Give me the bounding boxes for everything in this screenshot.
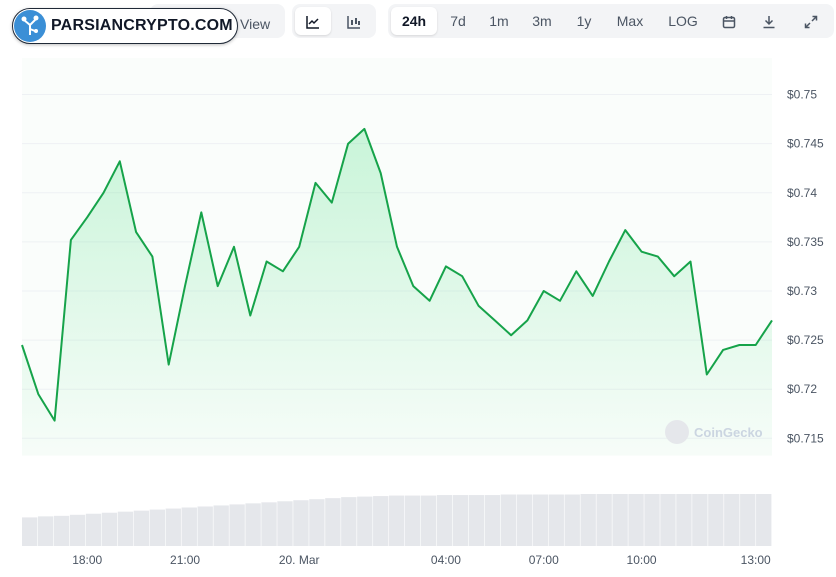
volume-bar: [69, 514, 86, 546]
y-tick-label: $0.745: [787, 137, 824, 151]
x-axis-ticks: 18:00 21:00 20. Mar 04:00 07:00 10:00 13:00: [72, 553, 771, 567]
chart-type-segment: [292, 4, 376, 38]
volume-bar: [468, 495, 485, 546]
download-button[interactable]: [754, 7, 784, 35]
range-button-max[interactable]: Max: [616, 13, 644, 29]
volume-bar: [261, 502, 277, 546]
volume-bar: [628, 494, 644, 546]
range-button-24h[interactable]: 24h: [391, 7, 437, 35]
volume-bar: [692, 494, 708, 546]
view-label[interactable]: View: [240, 16, 271, 32]
chart-toolbar: View 24h 7d 1m 3m 1y Max LOG PARSIANCRYP…: [0, 4, 836, 44]
volume-bar: [708, 494, 724, 546]
y-tick-label: $0.715: [787, 431, 824, 445]
volume-bar: [245, 503, 261, 546]
y-tick-label: $0.75: [787, 88, 817, 102]
x-tick-label: 13:00: [741, 553, 771, 567]
volume-bar: [133, 510, 150, 546]
volume-bar: [532, 494, 548, 546]
coingecko-watermark-text: CoinGecko: [694, 425, 763, 440]
volume-bar: [676, 494, 692, 546]
volume-bar: [484, 495, 501, 546]
volume-bar: [373, 496, 389, 546]
parsiancrypto-brand-badge: PARSIANCRYPTO.COM: [12, 8, 238, 44]
volume-bars: [22, 494, 772, 546]
volume-bar: [436, 495, 453, 546]
volume-bar: [181, 507, 197, 546]
y-tick-label: $0.74: [787, 186, 817, 200]
volume-bar: [580, 494, 596, 546]
volume-bar: [213, 505, 229, 546]
range-button-1y[interactable]: 1y: [576, 13, 592, 29]
volume-bar: [756, 494, 772, 546]
candlestick-chart-button[interactable]: [336, 7, 372, 35]
x-tick-label: 07:00: [529, 553, 559, 567]
volume-bar: [325, 498, 341, 546]
gecko-logo-icon: [665, 420, 689, 444]
x-tick-label: 18:00: [72, 553, 102, 567]
volume-bar: [612, 494, 628, 546]
volume-bar: [452, 495, 469, 546]
volume-bar: [309, 499, 325, 546]
volume-bar: [101, 512, 118, 546]
fullscreen-icon: [804, 16, 818, 29]
coingecko-watermark: CoinGecko: [665, 420, 763, 444]
candlestick-chart-icon: [347, 16, 360, 30]
volume-bar: [420, 495, 437, 546]
volume-bar: [53, 515, 70, 546]
volume-bar: [149, 509, 166, 546]
volume-bar: [516, 494, 533, 546]
parsiancrypto-logo-icon: [14, 10, 46, 42]
y-tick-label: $0.73: [787, 284, 817, 298]
volume-bar: [229, 504, 245, 546]
x-tick-label: 04:00: [431, 553, 461, 567]
download-icon: [763, 16, 775, 29]
volume-bar: [724, 494, 740, 546]
volume-bar: [357, 496, 373, 546]
range-button-1m[interactable]: 1m: [489, 13, 509, 29]
y-tick-label: $0.72: [787, 382, 817, 396]
x-tick-label: 21:00: [170, 553, 200, 567]
volume-bar: [37, 516, 54, 546]
range-segment: 24h 7d 1m 3m 1y Max LOG: [388, 4, 834, 38]
y-tick-label: $0.735: [787, 235, 824, 249]
volume-bar: [740, 494, 756, 546]
calendar-icon: [722, 16, 736, 29]
line-chart-button[interactable]: [295, 7, 331, 35]
y-axis-ticks: $0.715 $0.72 $0.725 $0.73 $0.735 $0.74 $0.745 $…: [787, 88, 824, 446]
price-line[interactable]: [21, 127, 773, 422]
range-button-3m[interactable]: 3m: [532, 13, 552, 29]
volume-bar: [117, 511, 134, 546]
volume-bar: [293, 500, 309, 546]
volume-bar: [564, 494, 580, 546]
log-scale-button[interactable]: LOG: [668, 13, 698, 29]
x-tick-label: 10:00: [627, 553, 657, 567]
fullscreen-button[interactable]: [794, 7, 828, 35]
y-tick-label: $0.725: [787, 333, 824, 347]
volume-bar: [404, 495, 421, 546]
range-button-7d[interactable]: 7d: [450, 13, 466, 29]
volume-bar: [165, 508, 181, 546]
volume-bar: [341, 497, 357, 546]
volume-bar: [596, 494, 612, 546]
volume-bar: [85, 513, 102, 546]
volume-bar: [644, 494, 660, 546]
volume-bar: [197, 506, 213, 546]
volume-bar: [500, 494, 517, 546]
volume-bar: [389, 495, 405, 546]
parsiancrypto-brand-text: PARSIANCRYPTO.COM: [51, 17, 233, 34]
line-chart-icon: [306, 16, 319, 30]
volume-bar: [548, 494, 564, 546]
price-area-fill: [22, 128, 772, 455]
volume-bar: [22, 517, 38, 546]
volume-bar: [277, 501, 293, 546]
date-range-button[interactable]: [714, 7, 744, 35]
x-tick-label: 20. Mar: [279, 553, 320, 567]
volume-bar: [660, 494, 676, 546]
